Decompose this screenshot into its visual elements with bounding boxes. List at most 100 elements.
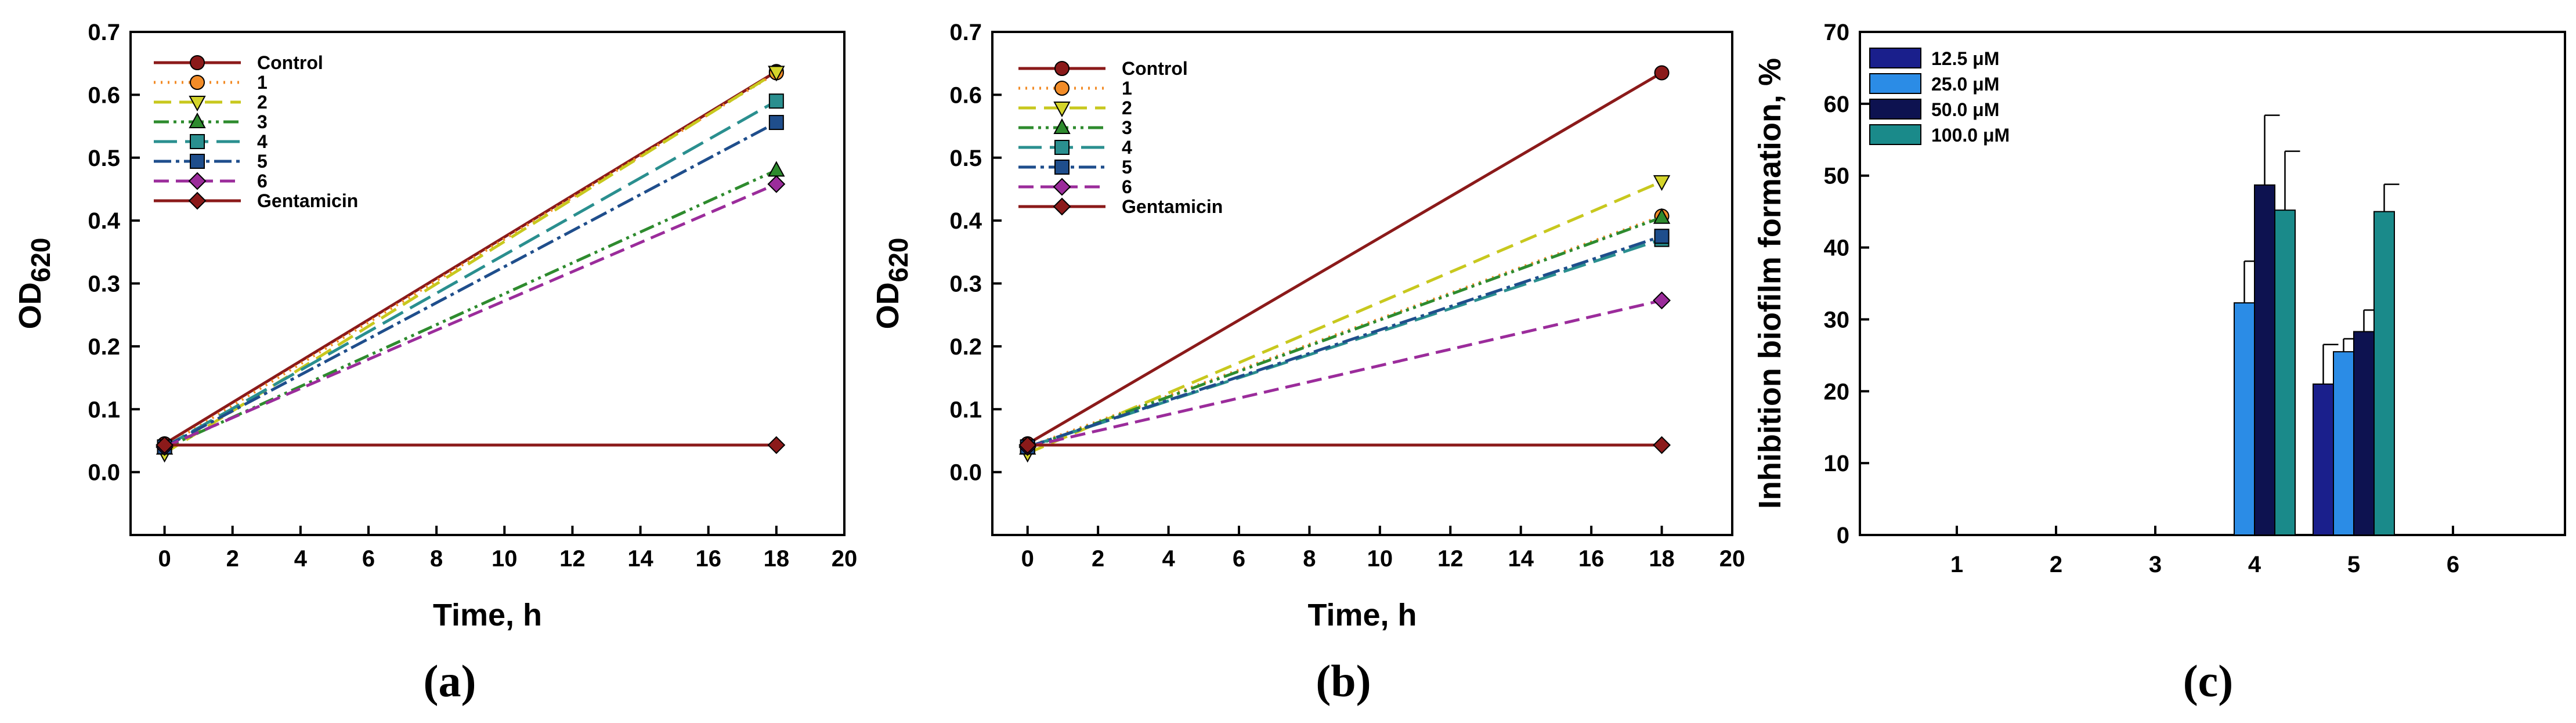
- legend-swatch-marker: [190, 55, 205, 70]
- y-tick-label: 0.7: [88, 20, 120, 45]
- x-tick-label: 18: [764, 546, 790, 572]
- series-line: [1027, 234, 1663, 449]
- series-line: [1027, 180, 1663, 455]
- y-tick-label: 60: [1824, 92, 1850, 117]
- x-tick-label: 2: [226, 546, 239, 572]
- x-tick-label: 6: [2447, 552, 2459, 577]
- legend-swatch-marker: [1053, 178, 1071, 196]
- legend-label: Control: [257, 52, 323, 73]
- y-axis-title-subscript: 620: [26, 238, 56, 283]
- x-tick-label: 1: [1950, 552, 1963, 577]
- legend-swatch-marker: [1054, 160, 1070, 175]
- legend-label: 4: [1122, 137, 1132, 158]
- legend-label: 12.5 μM: [1931, 48, 1999, 69]
- data-point-marker: [768, 66, 785, 82]
- bar: [2254, 184, 2275, 536]
- bar: [2353, 331, 2375, 536]
- x-tick-label: 6: [362, 546, 375, 572]
- line-chart-panel-a: 0.00.10.20.30.40.50.60.70 2 4 6 8 10 12 14 16 18 2…: [13, 20, 857, 706]
- legend-swatch-marker: [190, 75, 205, 90]
- legend-swatch: [1869, 48, 1921, 68]
- data-point-marker: [767, 436, 786, 454]
- series-gentamicin: [156, 436, 786, 454]
- bar: [2234, 302, 2255, 536]
- legend-swatch-marker: [1053, 197, 1071, 216]
- x-tick-label: 4: [294, 546, 308, 572]
- series-5: [1020, 229, 1670, 455]
- data-point-marker: [768, 161, 785, 177]
- legend-label: 2: [257, 92, 268, 113]
- legend-label: 6: [257, 171, 268, 191]
- bar: [2274, 209, 2296, 536]
- data-point-marker: [1653, 175, 1671, 191]
- bar: [2313, 383, 2334, 536]
- plot-frame: [129, 31, 846, 536]
- data-point-marker: [1653, 291, 1671, 310]
- x-tick-label: 4: [1162, 546, 1175, 572]
- legend-label: 1: [1122, 78, 1132, 99]
- y-tick-label: 0.0: [949, 460, 982, 486]
- series-gentamicin: [1018, 436, 1671, 454]
- x-tick-label: 8: [430, 546, 443, 572]
- y-axis-title-main: OD: [13, 282, 48, 329]
- data-point-marker: [768, 93, 784, 109]
- y-axis-title-main: OD: [870, 282, 905, 329]
- x-tick-label: 8: [1303, 546, 1316, 572]
- x-tick-label: 20: [1719, 546, 1746, 572]
- y-tick-label: 0.2: [88, 334, 120, 360]
- x-tick-label: 2: [2050, 552, 2062, 577]
- legend-label: 5: [257, 151, 268, 172]
- legend-swatch-marker: [189, 112, 206, 128]
- y-tick-label: 0.3: [88, 272, 120, 297]
- series-control: [1020, 65, 1670, 451]
- y-tick-label: 0.3: [949, 272, 982, 297]
- legend-label: 3: [257, 111, 268, 132]
- y-tick-label: 0.4: [949, 208, 982, 234]
- series-6: [156, 175, 786, 456]
- series-line: [1027, 71, 1663, 446]
- x-tick-label: 10: [492, 546, 518, 572]
- x-tick-label: 20: [832, 546, 858, 572]
- y-tick-label: 20: [1824, 379, 1850, 404]
- legend-label: Gentamicin: [1122, 196, 1223, 217]
- y-axis-title: Inhibition biofilm formation, %: [1753, 58, 1787, 509]
- y-tick-label: 40: [1824, 236, 1850, 261]
- x-tick-label: 14: [1508, 546, 1534, 572]
- plot-frame: [1859, 31, 2566, 536]
- series-line: [164, 100, 778, 449]
- data-point-marker: [1653, 436, 1671, 454]
- x-tick-label: 0: [1021, 546, 1034, 572]
- data-point-marker: [1018, 436, 1037, 454]
- y-tick-label: 0.6: [88, 82, 120, 108]
- x-tick-label: 0: [158, 546, 171, 572]
- x-tick-label: 16: [1578, 546, 1605, 572]
- legend-swatch-marker: [190, 134, 205, 149]
- panel-label: (b): [1316, 656, 1371, 706]
- y-tick-label: 0.4: [88, 208, 120, 234]
- y-tick-label: 0.0: [88, 460, 120, 486]
- legend-label: 50.0 μM: [1931, 99, 1999, 120]
- y-tick-label: 0: [1837, 523, 1849, 548]
- legend-swatch-marker: [1054, 140, 1070, 155]
- series-5: [157, 115, 784, 455]
- x-tick-label: 12: [1437, 546, 1464, 572]
- x-tick-label: 2: [1092, 546, 1104, 572]
- x-tick-label: 10: [1367, 546, 1393, 572]
- x-tick-label: 14: [627, 546, 653, 572]
- y-axis-title-subscript: 620: [883, 238, 913, 283]
- bar: [2333, 351, 2354, 536]
- series-line: [1027, 238, 1663, 449]
- legend-swatch-marker: [1054, 61, 1070, 76]
- legend-label: 25.0 μM: [1931, 74, 1999, 95]
- x-axis-title: Time, h: [1307, 598, 1417, 632]
- series-line: [164, 71, 778, 449]
- panel-label: (c): [2183, 656, 2234, 706]
- legend-swatch-marker: [188, 172, 207, 190]
- y-tick-label: 0.1: [949, 397, 982, 422]
- x-tick-label: 4: [2248, 552, 2261, 577]
- bar: [2373, 211, 2395, 536]
- legend-label: 1: [257, 72, 268, 93]
- legend-swatch: [1869, 73, 1921, 94]
- y-tick-label: 10: [1824, 451, 1850, 476]
